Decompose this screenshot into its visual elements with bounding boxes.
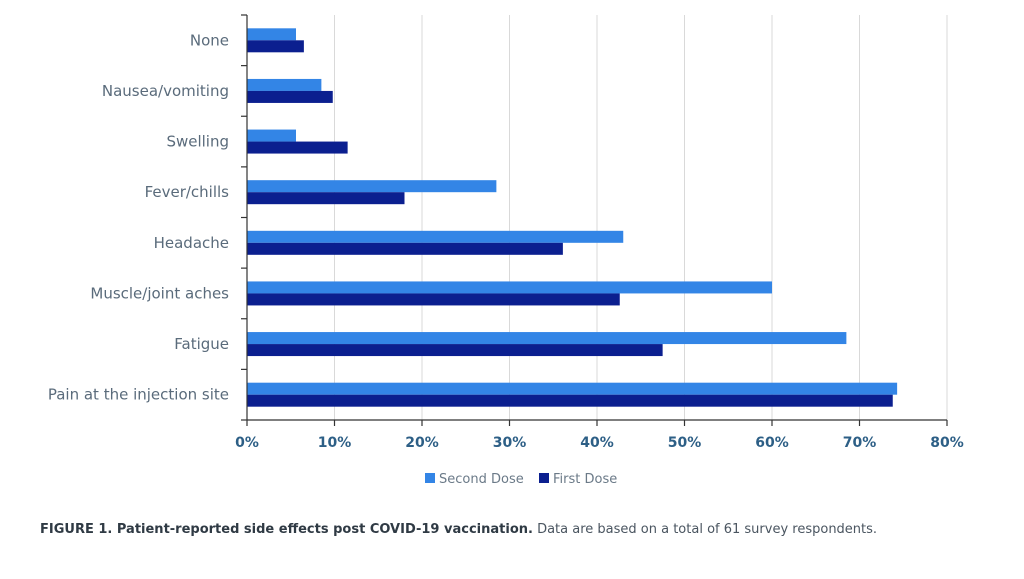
- bar-1: [247, 141, 348, 154]
- bar-0: [247, 230, 624, 243]
- bar-0: [247, 281, 772, 294]
- bar-0: [247, 28, 296, 41]
- bar-0: [247, 129, 296, 142]
- category-label: Fever/chills: [145, 183, 230, 201]
- bar-1: [247, 192, 405, 205]
- x-tick-label: 50%: [668, 435, 702, 451]
- bar-0: [247, 180, 497, 193]
- legend-swatch: [539, 473, 549, 483]
- bar-1: [247, 90, 333, 103]
- bar-1: [247, 293, 620, 306]
- category-label: Muscle/joint aches: [90, 284, 229, 302]
- category-label: Fatigue: [174, 335, 229, 353]
- bars: [247, 28, 898, 407]
- bar-0: [247, 382, 898, 395]
- caption-text: Data are based on a total of 61 survey r…: [532, 522, 878, 537]
- bar-1: [247, 394, 893, 407]
- x-tick-label: 80%: [930, 435, 964, 451]
- legend-swatch: [425, 473, 435, 483]
- x-tick-label: 40%: [580, 435, 614, 451]
- category-labels: None Nausea/vomiting Swelling Fever/chills H…: [48, 31, 229, 403]
- category-label: Headache: [154, 234, 229, 252]
- caption-title: FIGURE 1. Patient-reported side effects …: [40, 522, 533, 537]
- figure-caption: FIGURE 1. Patient-reported side effects …: [40, 522, 1000, 537]
- bar-1: [247, 40, 304, 53]
- x-tick-label: 30%: [493, 435, 527, 451]
- legend-label: Second Dose: [439, 472, 524, 487]
- legend: Second Dose First Dose: [425, 472, 617, 487]
- gridlines: [334, 15, 948, 420]
- bar-chart: None Nausea/vomiting Swelling Fever/chills H…: [48, 14, 964, 487]
- category-label: Swelling: [166, 133, 229, 151]
- bar-0: [247, 332, 847, 345]
- legend-label: First Dose: [553, 472, 617, 487]
- x-tick-label: 0%: [235, 435, 259, 451]
- bar-1: [247, 344, 663, 357]
- x-tick-labels: 0% 10% 20% 30% 40% 50% 60% 70% 80%: [235, 435, 964, 451]
- x-tick-label: 10%: [318, 435, 352, 451]
- axes: [241, 14, 948, 426]
- x-tick-label: 20%: [405, 435, 439, 451]
- category-label: Nausea/vomiting: [102, 82, 229, 100]
- bar-0: [247, 78, 322, 91]
- category-label: Pain at the injection site: [48, 386, 229, 404]
- bar-1: [247, 242, 563, 255]
- x-tick-label: 60%: [755, 435, 789, 451]
- category-label: None: [190, 31, 229, 49]
- x-tick-label: 70%: [843, 435, 877, 451]
